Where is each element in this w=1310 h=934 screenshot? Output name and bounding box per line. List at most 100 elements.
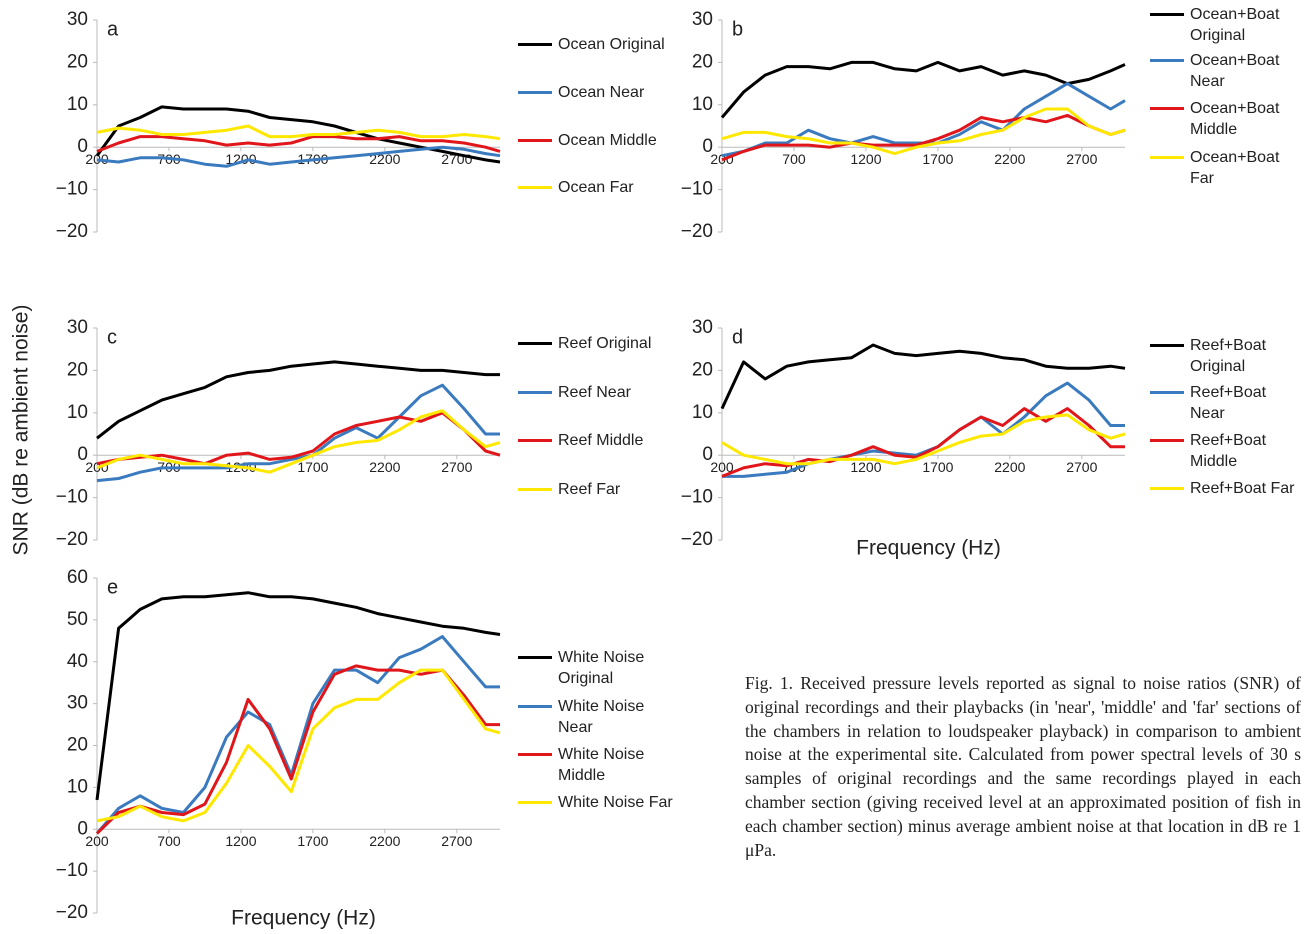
caption: Fig. 1. Received pressure levels reporte… xyxy=(745,673,1301,860)
series-line xyxy=(721,107,1126,156)
x-tick-label: 1700 xyxy=(922,151,953,167)
y-tick-label: 10 xyxy=(67,94,88,115)
legend-item: Ocean Far xyxy=(518,177,673,198)
series-line xyxy=(96,383,500,483)
panel-label: d xyxy=(732,326,743,348)
x-axis-label: Frequency (Hz) xyxy=(231,907,376,930)
y-tick-label: 10 xyxy=(692,94,713,115)
x-tick-label: 1200 xyxy=(850,459,881,475)
x-tick-label: 2200 xyxy=(994,151,1025,167)
y-tick-label: 30 xyxy=(67,9,88,30)
legend-swatch xyxy=(1150,59,1184,62)
x-tick-label: 200 xyxy=(710,459,734,475)
legend-swatch xyxy=(1150,344,1184,347)
y-axis-label: SNR (dB re ambient noise) xyxy=(10,305,33,556)
y-tick-label: 30 xyxy=(692,9,713,30)
legend-label: White Noise Original xyxy=(558,649,645,687)
y-tick-label: 0 xyxy=(77,818,88,839)
legend-label: Reef Far xyxy=(558,481,621,498)
legend-label: White Noise Far xyxy=(558,794,673,811)
legend-item: White Noise Near xyxy=(518,696,673,738)
y-tick-label: 0 xyxy=(77,136,88,157)
y-tick-label: −20 xyxy=(681,529,713,550)
legend-label: Reef+Boat Far xyxy=(1190,480,1295,497)
y-tick-label: −20 xyxy=(56,221,88,242)
x-tick-label: 1700 xyxy=(297,833,328,849)
legend-item: Reef Middle xyxy=(518,430,673,451)
legend-label: Ocean Original xyxy=(558,36,665,53)
series-line xyxy=(96,124,501,141)
panel-label: e xyxy=(107,576,118,598)
legend-label: Reef Original xyxy=(558,335,652,352)
legend-swatch xyxy=(1150,391,1184,394)
x-tick-label: 200 xyxy=(85,833,109,849)
y-tick-label: 20 xyxy=(67,359,88,380)
legend-swatch xyxy=(518,705,552,708)
y-tick-label: −10 xyxy=(56,179,88,200)
panel-label: b xyxy=(732,18,743,40)
y-tick-label: 20 xyxy=(692,51,713,72)
series-line xyxy=(95,105,501,164)
legend-label: Ocean Middle xyxy=(558,132,657,149)
legend-label: Reef+Boat Near xyxy=(1190,384,1267,422)
legend-label: Ocean Far xyxy=(558,179,634,196)
series-line xyxy=(96,360,500,440)
legend-label: Ocean Near xyxy=(558,84,645,101)
y-tick-label: 20 xyxy=(692,359,713,380)
y-tick-label: 30 xyxy=(692,317,713,338)
legend-item: Ocean Original xyxy=(518,34,673,55)
legend-item: Reef+Boat Middle xyxy=(1150,430,1305,472)
series-line xyxy=(720,60,1126,119)
panel-label: c xyxy=(107,326,117,348)
y-tick-label: −10 xyxy=(681,179,713,200)
x-tick-label: 2200 xyxy=(369,459,400,475)
legend-label: Ocean+Boat Original xyxy=(1190,6,1280,44)
y-tick-label: 0 xyxy=(77,444,88,465)
series-line xyxy=(96,411,501,466)
series-line xyxy=(95,591,501,801)
legend-swatch xyxy=(518,801,552,804)
legend-label: Reef+Boat Middle xyxy=(1190,432,1267,470)
legend-swatch xyxy=(1150,439,1184,442)
legend-swatch xyxy=(518,753,552,756)
legend-label: Reef Near xyxy=(558,384,631,401)
legend-item: Ocean+Boat Middle xyxy=(1150,98,1305,140)
legend-item: White Noise Original xyxy=(518,647,673,689)
legend-item: Reef Far xyxy=(518,479,673,500)
series-line xyxy=(96,409,501,474)
series-line xyxy=(96,668,501,823)
legend-swatch xyxy=(518,91,552,94)
y-tick-label: 10 xyxy=(67,402,88,423)
x-tick-label: 1700 xyxy=(297,459,328,475)
y-tick-label: 40 xyxy=(67,651,88,672)
x-tick-label: 2700 xyxy=(1066,151,1097,167)
legend-item: Ocean Middle xyxy=(518,130,673,151)
legend-swatch xyxy=(518,488,552,491)
legend-swatch xyxy=(518,656,552,659)
x-axis-label: Frequency (Hz) xyxy=(856,537,1001,560)
legend-swatch xyxy=(1150,487,1184,490)
panel-label: a xyxy=(107,18,119,40)
y-tick-label: −10 xyxy=(681,487,713,508)
series-line xyxy=(95,635,500,835)
legend-swatch xyxy=(518,139,552,142)
legend-label: Reef+Boat Original xyxy=(1190,337,1267,375)
legend-item: Reef+Boat Near xyxy=(1150,382,1305,424)
y-tick-label: −20 xyxy=(681,221,713,242)
x-tick-label: 700 xyxy=(782,151,806,167)
y-tick-label: −10 xyxy=(56,487,88,508)
y-tick-label: −20 xyxy=(56,902,88,923)
y-tick-label: 30 xyxy=(67,693,88,714)
legend-label: Ocean+Boat Middle xyxy=(1190,100,1280,138)
y-tick-label: 60 xyxy=(67,567,88,588)
legend-swatch xyxy=(518,342,552,345)
legend-item: Reef+Boat Original xyxy=(1150,335,1305,377)
x-tick-label: 700 xyxy=(157,833,181,849)
legend-label: Reef Middle xyxy=(558,432,644,449)
legend-swatch xyxy=(518,439,552,442)
y-tick-label: 10 xyxy=(67,776,88,797)
series-line xyxy=(721,413,1126,466)
legend-swatch xyxy=(1150,13,1184,16)
legend-swatch xyxy=(518,186,552,189)
